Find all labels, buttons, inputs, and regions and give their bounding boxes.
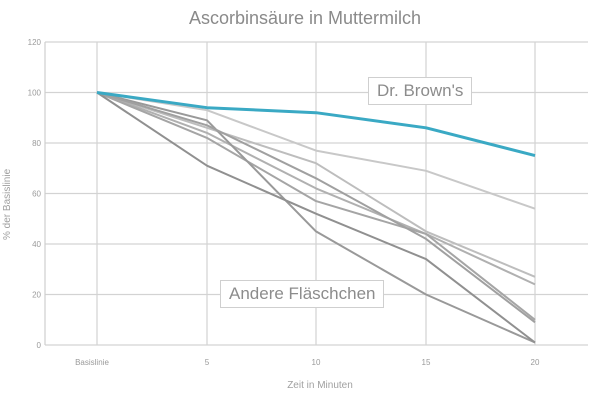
y-tick-label: 100 — [28, 89, 42, 98]
series-line — [96, 91, 536, 324]
chart-title: Ascorbinsäure in Muttermilch — [188, 8, 422, 28]
y-axis-label: % der Basislinie — [2, 168, 13, 240]
y-tick-label: 20 — [32, 291, 41, 300]
y-tick-label: 0 — [37, 341, 42, 350]
series-line — [96, 91, 536, 321]
x-tick-label: 20 — [531, 358, 540, 367]
x-tick-label: Basislinie — [75, 358, 109, 367]
y-tick-label: 120 — [28, 38, 42, 47]
x-tick-label: 10 — [312, 358, 321, 367]
y-tick-label: 60 — [32, 190, 41, 199]
series-line — [96, 91, 536, 344]
drbrown-callout: Dr. Brown's — [368, 77, 473, 105]
series-line — [96, 91, 536, 158]
series-line — [96, 91, 536, 344]
series-line — [96, 91, 536, 210]
x-tick-label: 5 — [205, 358, 210, 367]
series-line — [96, 91, 536, 278]
y-tick-label: 40 — [32, 240, 41, 249]
x-tick-label: 15 — [422, 358, 431, 367]
others-callout: Andere Fläschchen — [220, 280, 385, 308]
series-line — [96, 91, 536, 286]
x-axis-label: Zeit in Minuten — [287, 380, 353, 391]
y-tick-label: 80 — [32, 139, 41, 148]
